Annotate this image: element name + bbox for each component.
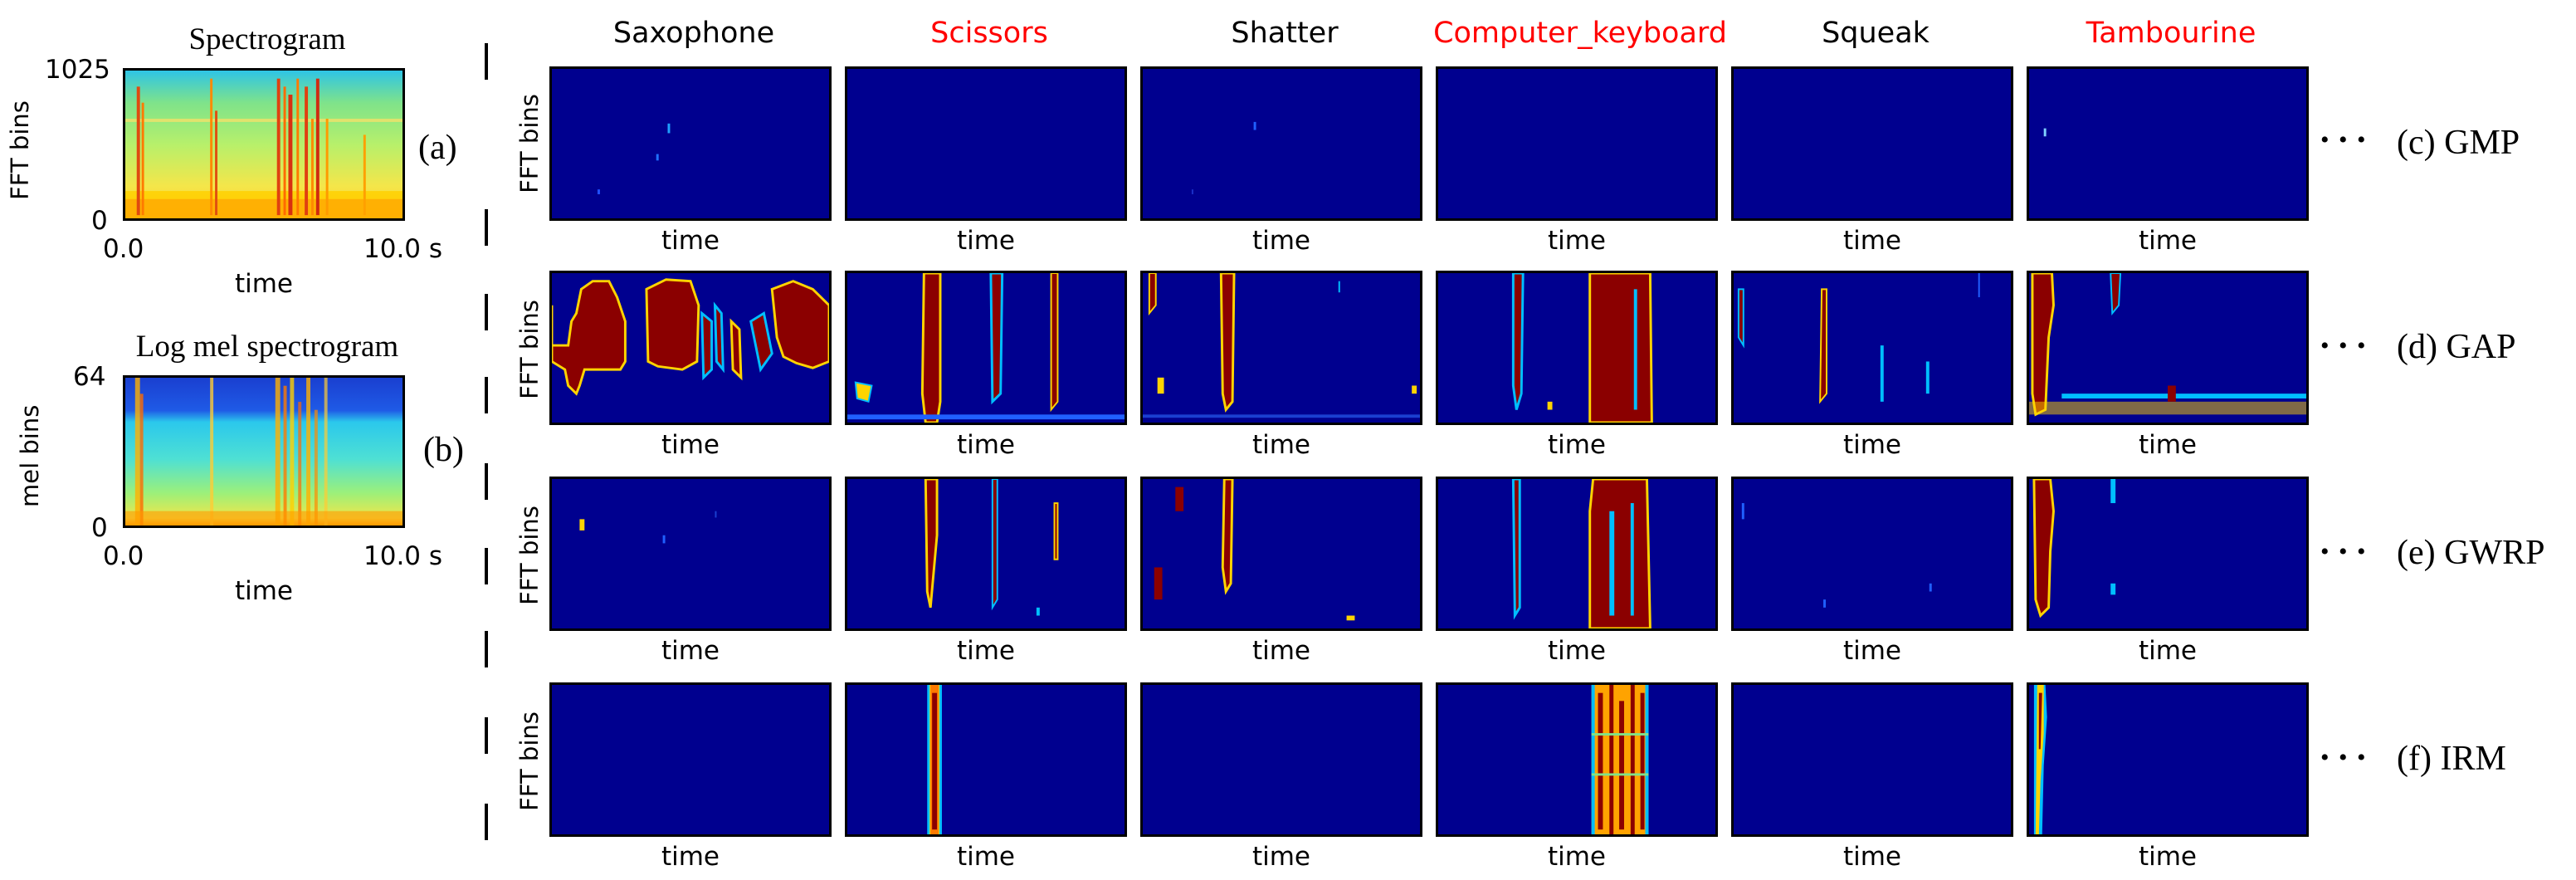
time-label: time [2138, 430, 2198, 460]
time-label: time [1842, 636, 1902, 666]
irm-squeak [1731, 682, 2013, 837]
separator-dash [485, 294, 488, 330]
gmp-computer-keyboard [1436, 66, 1718, 221]
irm-tambourine [2027, 682, 2309, 837]
time-label: time [1842, 842, 1902, 872]
logmel-ytick-bottom: 0 [91, 513, 108, 543]
separator-dash [485, 377, 488, 413]
gwrp-squeak [1731, 477, 2013, 631]
gap-saxophone [549, 271, 832, 425]
irm-saxophone [549, 682, 832, 837]
time-label: time [956, 842, 1016, 872]
column-header-squeak: Squeak [1822, 17, 1930, 50]
column-header-shatter: Shatter [1231, 17, 1339, 50]
grid-ylabel-gwrp: FFT bins [515, 506, 544, 605]
time-label: time [1251, 636, 1311, 666]
time-label: time [1251, 430, 1311, 460]
logmel-ytick-top: 64 [73, 362, 106, 392]
gap-computer-keyboard [1436, 271, 1718, 425]
time-label: time [2138, 636, 2198, 666]
time-label: time [1547, 226, 1607, 256]
time-label: time [661, 842, 720, 872]
separator-dash [485, 631, 488, 667]
gwrp-saxophone [549, 477, 832, 631]
column-header-saxophone: Saxophone [612, 17, 775, 50]
gmp-squeak [1731, 66, 2013, 221]
gwrp-tambourine [2027, 477, 2309, 631]
spectrogram-plot [123, 68, 405, 221]
logmel-ylabel: mel bins [16, 404, 44, 507]
time-label: time [1251, 226, 1311, 256]
grid-ylabel-gap: FFT bins [515, 300, 544, 399]
irm-computer-keyboard [1436, 682, 1718, 837]
separator-dash [485, 463, 488, 500]
time-label: time [661, 430, 720, 460]
time-label: time [1547, 842, 1607, 872]
row-ellipsis-irm: • • • [2320, 744, 2368, 771]
gwrp-scissors [845, 477, 1127, 631]
logmel-xtick-right: 10.0 s [363, 541, 443, 571]
spectrogram-title: Spectrogram [188, 22, 346, 56]
grid-ylabel-irm: FFT bins [515, 711, 544, 811]
time-label: time [1842, 226, 1902, 256]
column-header-computer-keyboard: Computer_keyboard [1433, 17, 1727, 50]
logmel-plot [123, 375, 405, 528]
spectrogram-xtick-left: 0.0 [103, 234, 144, 264]
gwrp-shatter [1140, 477, 1422, 631]
gmp-scissors [845, 66, 1127, 221]
logmel-title: Log mel spectrogram [135, 330, 399, 364]
panel-label-b: (b) [423, 431, 464, 469]
time-label: time [2138, 226, 2198, 256]
time-label: time [661, 226, 720, 256]
time-label: time [1251, 842, 1311, 872]
grid-ylabel-gmp: FFT bins [515, 94, 544, 193]
irm-scissors [845, 682, 1127, 837]
gmp-tambourine [2027, 66, 2309, 221]
row-label-irm: (f) IRM [2397, 740, 2506, 778]
row-label-gmp: (c) GMP [2397, 124, 2520, 162]
panel-label-a: (a) [418, 129, 457, 167]
separator-dash [485, 209, 488, 246]
column-header-scissors: Scissors [930, 17, 1048, 50]
spectrogram-xlabel: time [234, 269, 294, 299]
time-label: time [1842, 430, 1902, 460]
spectrogram-ytick-top: 1025 [45, 55, 110, 85]
time-label: time [1547, 636, 1607, 666]
logmel-xlabel: time [234, 576, 294, 606]
logmel-xtick-left: 0.0 [103, 541, 144, 571]
row-label-gwrp: (e) GWRP [2397, 534, 2545, 572]
separator-dash [485, 804, 488, 840]
spectrogram-ylabel: FFT bins [6, 100, 34, 200]
row-ellipsis-gap: • • • [2320, 332, 2368, 359]
spectrogram-ytick-bottom: 0 [91, 206, 108, 236]
gmp-shatter [1140, 66, 1422, 221]
separator-dash [485, 717, 488, 754]
separator-dash [485, 43, 488, 80]
separator-dash [485, 548, 488, 584]
row-label-gap: (d) GAP [2397, 328, 2516, 366]
gap-shatter [1140, 271, 1422, 425]
gap-tambourine [2027, 271, 2309, 425]
column-header-tambourine: Tambourine [2086, 17, 2256, 50]
row-ellipsis-gwrp: • • • [2320, 538, 2368, 565]
time-label: time [661, 636, 720, 666]
gwrp-computer-keyboard [1436, 477, 1718, 631]
row-ellipsis-gmp: • • • [2320, 126, 2368, 154]
time-label: time [956, 226, 1016, 256]
time-label: time [2138, 842, 2198, 872]
time-label: time [956, 430, 1016, 460]
spectrogram-xtick-right: 10.0 s [363, 234, 443, 264]
irm-shatter [1140, 682, 1422, 837]
time-label: time [956, 636, 1016, 666]
gmp-saxophone [549, 66, 832, 221]
gap-scissors [845, 271, 1127, 425]
time-label: time [1547, 430, 1607, 460]
gap-squeak [1731, 271, 2013, 425]
